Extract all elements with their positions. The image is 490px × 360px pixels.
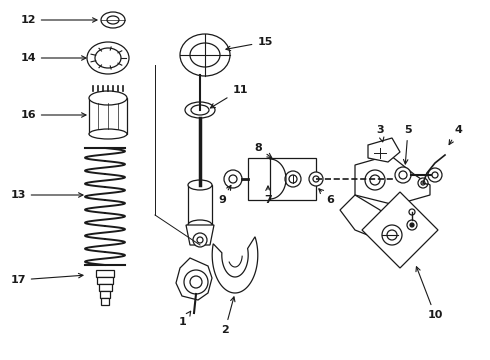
Bar	[97, 277, 113, 284]
Ellipse shape	[89, 129, 127, 139]
Circle shape	[289, 175, 297, 183]
Text: 10: 10	[416, 267, 442, 320]
Ellipse shape	[188, 220, 212, 230]
Circle shape	[313, 176, 319, 182]
Text: 2: 2	[221, 297, 235, 335]
Text: 4: 4	[449, 125, 462, 145]
Text: 9: 9	[218, 185, 231, 205]
Polygon shape	[340, 195, 390, 240]
Ellipse shape	[191, 105, 209, 115]
Circle shape	[184, 270, 208, 294]
Ellipse shape	[95, 48, 121, 68]
Bar	[100, 291, 110, 298]
Circle shape	[399, 171, 407, 179]
Circle shape	[382, 225, 402, 245]
Circle shape	[365, 170, 385, 190]
Circle shape	[410, 223, 414, 227]
Ellipse shape	[89, 91, 127, 105]
Polygon shape	[362, 192, 438, 268]
Circle shape	[229, 175, 237, 183]
Text: 13: 13	[10, 190, 83, 200]
Text: 11: 11	[210, 85, 248, 108]
Circle shape	[285, 171, 301, 187]
Polygon shape	[355, 155, 430, 205]
Ellipse shape	[185, 102, 215, 118]
Circle shape	[395, 167, 411, 183]
Polygon shape	[368, 138, 400, 162]
Bar	[101, 298, 109, 305]
Text: 16: 16	[20, 110, 86, 120]
Text: 3: 3	[376, 125, 384, 142]
Text: 12: 12	[20, 15, 97, 25]
Bar	[96, 270, 114, 277]
Ellipse shape	[188, 180, 212, 190]
Text: 8: 8	[254, 143, 272, 158]
Bar	[89, 98, 127, 134]
Ellipse shape	[101, 12, 125, 28]
Bar	[98, 284, 112, 291]
Circle shape	[407, 220, 417, 230]
Text: 5: 5	[403, 125, 412, 164]
Circle shape	[421, 181, 425, 185]
Ellipse shape	[87, 42, 129, 74]
Circle shape	[428, 168, 442, 182]
Text: 14: 14	[20, 53, 86, 63]
Ellipse shape	[107, 16, 119, 24]
Bar	[188, 185, 212, 225]
Bar	[248, 158, 316, 200]
Circle shape	[190, 276, 202, 288]
Circle shape	[224, 170, 242, 188]
Polygon shape	[186, 225, 214, 245]
Text: 6: 6	[319, 189, 334, 205]
Circle shape	[370, 175, 380, 185]
Circle shape	[193, 233, 207, 247]
Polygon shape	[176, 258, 212, 300]
Text: 1: 1	[179, 311, 191, 327]
Polygon shape	[212, 237, 258, 293]
Circle shape	[197, 237, 203, 243]
Circle shape	[387, 230, 397, 240]
Text: 17: 17	[10, 273, 83, 285]
Text: 7: 7	[264, 186, 272, 205]
Ellipse shape	[190, 43, 220, 67]
Circle shape	[418, 178, 428, 188]
Text: 15: 15	[226, 37, 273, 51]
Circle shape	[409, 209, 415, 215]
Circle shape	[309, 172, 323, 186]
Ellipse shape	[180, 34, 230, 76]
Circle shape	[432, 172, 438, 178]
